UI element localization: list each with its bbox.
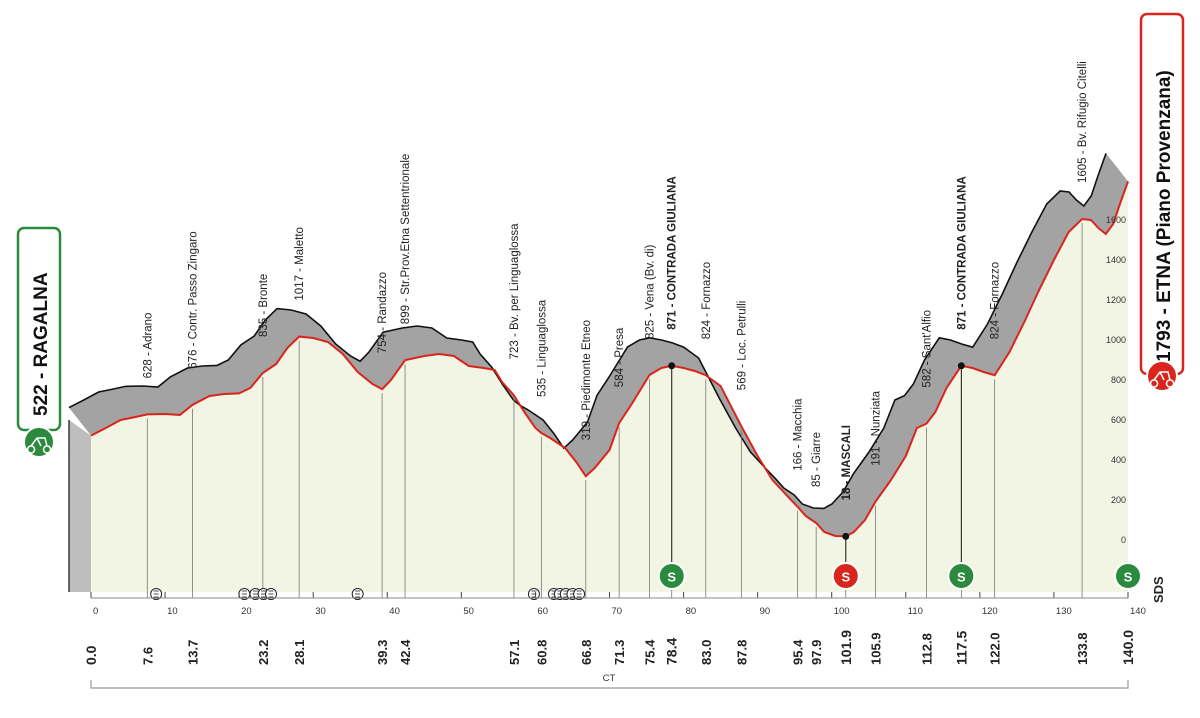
- km-tick-label: 130: [1056, 606, 1072, 617]
- ct-bracket: [90, 680, 1129, 689]
- altitude-tick-label: 1000: [1106, 335, 1126, 345]
- start-wall: [69, 420, 91, 592]
- altitude-tick-label: 0: [1121, 535, 1126, 545]
- km-distance-label: 112.8: [920, 633, 935, 665]
- km-distance-label: 42.4: [398, 639, 413, 665]
- waypoint-label: 584 - Presa: [614, 327, 626, 387]
- ribbon-top-edge: [68, 153, 1107, 510]
- marker-dot: [668, 362, 676, 370]
- waypoint-label: 628 - Adrano: [142, 313, 154, 379]
- km-distance-label: 140.0: [1120, 630, 1136, 665]
- sprint-badge-icon: [1114, 562, 1142, 590]
- sprint-badge-letter: S: [957, 570, 966, 585]
- km-distance-label: 23.2: [256, 640, 271, 665]
- altitude-tick-label: 1400: [1106, 255, 1126, 265]
- km-distance-label: 66.8: [579, 640, 594, 665]
- waypoint-label: 582 - Sant'Alfio: [922, 310, 934, 388]
- waypoint-label: 899 - Str.Prov.Etna Settentrionale: [400, 154, 412, 324]
- km-distance-label: 7.6: [140, 647, 155, 665]
- km-distance-label: 87.8: [734, 640, 749, 665]
- altitude-tick-label: 1200: [1106, 295, 1126, 305]
- km-tick-label: 20: [241, 606, 252, 617]
- start-label: 522 - RAGALNA: [31, 272, 52, 416]
- waypoint-label: 723 - Bv. per Linguaglossa: [509, 223, 521, 360]
- km-distance-label: 133.8: [1075, 632, 1090, 665]
- waypoint-label: 1017 - Maletto: [294, 227, 306, 301]
- km-distance-label: 95.4: [791, 639, 806, 665]
- km-distance-label: 83.0: [699, 640, 714, 665]
- marker-dot: [957, 362, 965, 370]
- km-distance-label: 117.5: [953, 631, 969, 665]
- waypoint-label: 871 - CONTRADA GIULIANA: [956, 176, 968, 330]
- km-distance-label: 13.7: [185, 640, 200, 665]
- waypoint-label: 18 - MASCALI: [841, 425, 853, 500]
- km-tick-label: 100: [834, 606, 850, 617]
- km-distance-label: 78.4: [664, 638, 680, 665]
- waypoint-label: 166 - Macchia: [793, 398, 805, 471]
- sprint-badge-icon: [831, 562, 860, 590]
- altitude-tick-label: 600: [1111, 415, 1126, 425]
- km-tick-label: 30: [315, 606, 326, 617]
- km-tick-label: 70: [612, 606, 623, 617]
- km-distance-label: 71.3: [612, 640, 627, 665]
- waypoint-label: 824 - Fornazzo: [990, 262, 1002, 339]
- ct-label: CT: [603, 673, 616, 684]
- km-distance-label: 75.4: [642, 639, 657, 665]
- finish-label: 1793 - ETNA (Piano Provenzana): [1154, 70, 1175, 362]
- km-distance-label: 105.9: [868, 632, 883, 665]
- waypoint-label: 319 - Piedimonte Etneo: [581, 320, 593, 440]
- marker-dot: [842, 532, 850, 540]
- waypoint-label: 824 - Fornazzo: [701, 262, 713, 339]
- km-distance-label: 122.0: [988, 632, 1003, 665]
- start-bike-glyph: [26, 437, 52, 454]
- km-tick-label: 10: [167, 606, 178, 617]
- waypoint-label: 825 - Vena (Bv. di): [644, 244, 656, 339]
- sprint-badge-letter: S: [667, 570, 676, 585]
- km-tick-label: 80: [686, 606, 697, 617]
- sprint-badge-icon: [657, 562, 686, 590]
- waypoint-label: 569 - Loc. Petrulli: [736, 301, 748, 391]
- sprint-badge-icon: [947, 562, 976, 590]
- km-tick-label: 110: [908, 606, 923, 617]
- km-tick-label: 40: [389, 606, 400, 617]
- road-line: [90, 181, 1129, 538]
- km-tick-label: 90: [760, 606, 771, 617]
- km-tick-label: 60: [537, 606, 548, 617]
- km-tick-label: 120: [982, 606, 998, 617]
- waypoint-label: 835 - Bronte: [258, 274, 270, 337]
- km-distance-label: 60.8: [534, 640, 549, 665]
- km-distance-label: 39.3: [375, 640, 390, 665]
- altitude-tick-label: 400: [1111, 455, 1126, 465]
- km-distance-label: 0.0: [83, 645, 99, 665]
- road-ribbon: [69, 153, 1128, 537]
- altitude-tick-label: 800: [1111, 375, 1126, 385]
- km-distance-label: 101.9: [838, 630, 854, 665]
- km-tick-label: 0: [93, 606, 98, 617]
- waypoint-label: 754 - Randazzo: [377, 272, 389, 353]
- waypoint-label: 676 - Contr. Passo Zingaro: [187, 231, 199, 368]
- waypoint-label: 535 - Linguaglossa: [536, 299, 548, 397]
- waypoint-label: 191 - Nunziata: [870, 390, 882, 465]
- waypoint-label: 85 - Giarre: [811, 432, 823, 487]
- sprint-badge-letter: S: [1124, 570, 1133, 585]
- finish-bike-glyph: [1149, 371, 1175, 388]
- sds-label: SDS: [1151, 576, 1166, 603]
- km-tick-label: 50: [463, 606, 474, 617]
- sprint-badge-letter: S: [841, 570, 850, 585]
- terrain-fill: [91, 181, 1128, 592]
- altitude-tick-label: 200: [1111, 495, 1126, 505]
- km-distance-label: 97.9: [809, 640, 824, 665]
- waypoint-label: 871 - CONTRADA GIULIANA: [667, 176, 679, 330]
- km-tick-label: 140: [1130, 606, 1146, 617]
- km-distance-label: 57.1: [507, 640, 522, 665]
- altitude-tick-label: 1600: [1106, 215, 1126, 225]
- waypoint-label: 1605 - Bv. Rifugio Citelli: [1077, 61, 1089, 183]
- km-distance-label: 28.1: [292, 640, 307, 665]
